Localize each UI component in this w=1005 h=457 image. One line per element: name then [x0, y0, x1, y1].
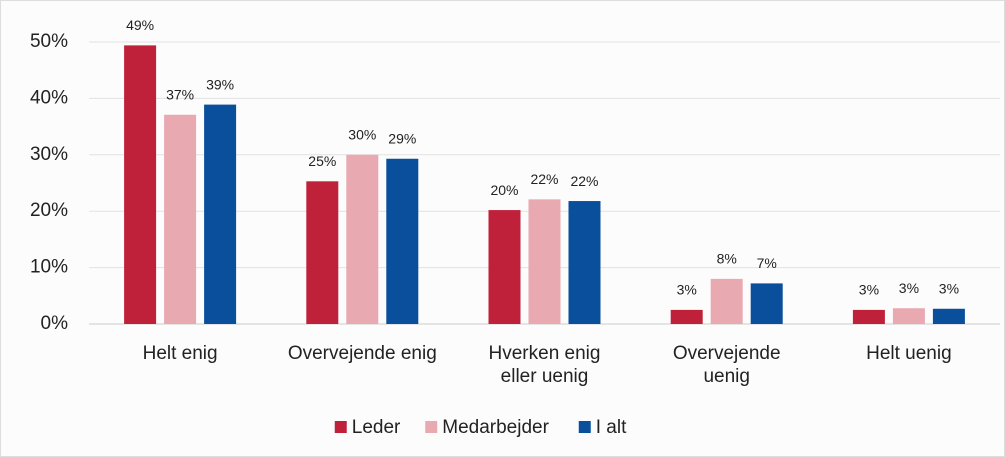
bar	[568, 201, 601, 324]
y-tick-label: 10%	[30, 257, 68, 278]
bar	[852, 309, 885, 324]
data-label: 3%	[899, 280, 919, 296]
data-label: 29%	[388, 130, 416, 146]
x-tick-label: Overvejende uenig	[672, 343, 781, 387]
legend-label: Leder	[352, 417, 401, 438]
data-label: 39%	[206, 76, 234, 92]
bar	[164, 114, 197, 324]
bar	[670, 309, 703, 324]
data-label: 8%	[717, 251, 737, 267]
legend-swatch	[334, 421, 347, 433]
y-tick-label: 20%	[30, 200, 68, 221]
y-tick-label: 0%	[41, 313, 69, 334]
bar	[750, 283, 783, 324]
y-tick-label: 30%	[30, 144, 68, 165]
bar	[306, 181, 339, 324]
bar	[386, 158, 419, 324]
bar	[124, 45, 157, 324]
x-tick-label: Helt enig	[142, 343, 218, 364]
bar	[892, 308, 925, 324]
data-label: 30%	[348, 127, 376, 143]
bar	[346, 154, 379, 324]
x-tick-label: Helt uenig	[866, 343, 952, 364]
bar	[528, 199, 561, 324]
y-tick-label: 40%	[30, 87, 68, 108]
legend-label: I alt	[596, 417, 627, 438]
legend-swatch	[425, 421, 438, 433]
bar	[932, 308, 965, 324]
x-tick-label: Overvejende enig	[287, 343, 437, 364]
bar	[204, 104, 237, 324]
data-label: 20%	[490, 182, 518, 198]
data-label: 37%	[166, 86, 194, 102]
data-label: 25%	[308, 153, 336, 169]
bar	[488, 210, 521, 324]
legend-label: Medarbejder	[442, 417, 549, 438]
data-label: 3%	[677, 282, 697, 298]
data-label: 3%	[939, 280, 959, 296]
x-tick-label: Hverken enig eller uenig	[488, 343, 601, 387]
data-label: 22%	[530, 171, 558, 187]
y-tick-label: 50%	[30, 31, 68, 52]
data-label: 22%	[570, 173, 598, 189]
data-label: 3%	[859, 282, 879, 298]
legend-swatch	[578, 421, 591, 433]
data-label: 7%	[757, 255, 777, 271]
bar	[710, 278, 743, 324]
data-label: 49%	[126, 17, 154, 33]
